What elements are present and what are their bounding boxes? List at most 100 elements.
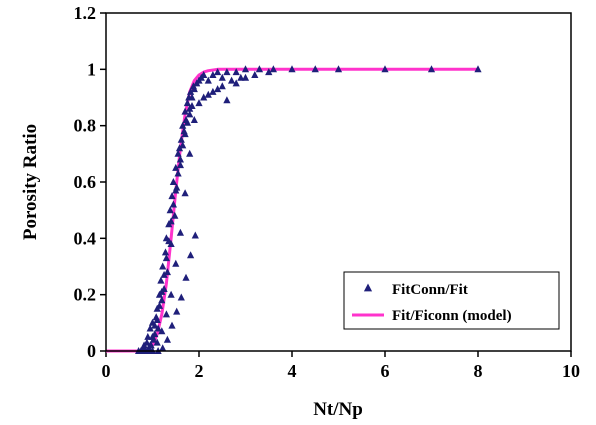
scatter-point <box>223 68 231 76</box>
x-tick-label: 2 <box>195 361 204 381</box>
scatter-point <box>162 254 170 262</box>
x-tick-label: 8 <box>474 361 483 381</box>
scatter-point <box>173 307 181 315</box>
x-axis-ticks: 0 2 4 6 8 10 <box>102 351 580 381</box>
scatter-point <box>153 338 161 346</box>
scatter-point <box>166 206 174 214</box>
scatter-point <box>172 259 180 267</box>
y-tick-label: 0.2 <box>74 285 97 305</box>
x-tick-label: 4 <box>288 361 297 381</box>
legend-triangle-marker <box>363 283 373 292</box>
scatter-point <box>232 79 240 87</box>
scatter-point <box>214 85 222 93</box>
scatter-point <box>159 262 167 270</box>
scatter-point <box>146 341 154 349</box>
scatter-point <box>158 296 166 304</box>
scatter-point <box>171 211 179 219</box>
scatter-point <box>172 186 180 194</box>
y-tick-label: 0 <box>87 341 96 361</box>
scatter-point <box>154 324 162 332</box>
scatter-point <box>204 90 212 98</box>
scatter-point <box>169 200 177 208</box>
scatter-point <box>269 65 277 73</box>
scatter-point <box>167 290 175 298</box>
scatter-point <box>161 248 170 256</box>
y-axis-ticks: 0 0.2 0.4 0.6 0.8 1 1.2 <box>74 3 106 361</box>
scatter-point <box>176 228 184 236</box>
scatter-point <box>214 68 222 76</box>
scatter-point <box>195 99 203 107</box>
scatter-point <box>158 287 166 295</box>
scatter-point <box>188 93 196 101</box>
scatter-point <box>155 301 164 309</box>
scatter-point <box>167 217 175 225</box>
scatter-point <box>183 118 191 126</box>
scatter-point <box>143 338 151 346</box>
scatter-point <box>179 141 187 149</box>
legend-label-model: Fit/Ficonn (model) <box>392 308 512 324</box>
scatter-point <box>151 321 159 329</box>
y-axis-title: Porosity Ratio <box>20 124 41 240</box>
scatter-point <box>288 65 296 73</box>
scatter-point <box>228 76 236 84</box>
scatter-point <box>241 65 250 73</box>
scatter-point <box>148 332 157 340</box>
scatter-point <box>251 71 259 78</box>
x-tick-label: 6 <box>381 361 390 381</box>
scatter-point <box>177 293 185 301</box>
legend-box <box>343 271 560 330</box>
scatter-point <box>159 344 167 352</box>
scatter-point <box>162 310 170 318</box>
legend: FitConn/Fit Fit/Ficonn (model) <box>343 271 560 330</box>
scatter-point <box>241 73 250 81</box>
scatter-point <box>218 82 226 90</box>
y-tick-label: 0.4 <box>74 228 97 248</box>
scatter-point <box>334 65 343 73</box>
scatter-point <box>311 65 319 73</box>
scatter-point <box>187 87 195 95</box>
scatter-point <box>190 85 198 93</box>
scatter-point <box>144 332 152 340</box>
scatter-point <box>177 135 185 143</box>
scatter-point <box>204 76 212 84</box>
scatter-point <box>186 149 194 157</box>
scatter-point <box>146 324 154 332</box>
scatter-point <box>223 96 231 104</box>
scatter-point <box>169 178 177 185</box>
scatter-point <box>474 65 482 73</box>
scatter-point <box>174 149 182 157</box>
scatter-point <box>186 110 194 118</box>
scatter-point <box>255 65 264 73</box>
scatter-point <box>183 99 191 107</box>
scatter-point <box>181 189 189 197</box>
scatter-point <box>232 68 240 76</box>
y-tick-label: 1.2 <box>74 3 97 23</box>
scatter-point <box>168 192 176 200</box>
scatter-point <box>163 335 171 343</box>
legend-label-scatter: FitConn/Fit <box>392 282 468 298</box>
scatter-point <box>163 268 171 276</box>
scatter-point <box>181 130 189 138</box>
y-tick-label: 0.6 <box>74 172 97 192</box>
scatter-point <box>179 121 187 129</box>
scatter-point <box>182 273 190 281</box>
x-tick-label: 10 <box>562 361 580 381</box>
scatter-point <box>176 161 184 169</box>
x-axis-title: Nt/Np <box>313 399 363 420</box>
scatter-point <box>191 231 199 239</box>
scatter-point <box>174 169 182 177</box>
x-tick-label: 0 <box>102 361 111 381</box>
scatter-point <box>153 316 161 323</box>
scatter-point <box>209 71 217 78</box>
plot-frame <box>105 12 572 352</box>
scatter-point <box>187 251 195 259</box>
scatter-point <box>158 327 166 335</box>
scatter-point <box>160 270 168 278</box>
scatter-point <box>237 73 245 81</box>
y-tick-label: 0.8 <box>74 116 97 136</box>
scatter-point <box>218 73 226 81</box>
scatter-series <box>135 65 482 354</box>
scatter-point <box>168 321 176 329</box>
scatter-point <box>200 93 208 101</box>
